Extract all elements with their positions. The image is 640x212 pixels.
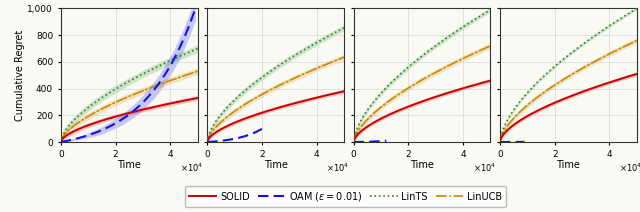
Y-axis label: Cumulative Regret: Cumulative Regret: [15, 30, 24, 121]
X-axis label: Time: Time: [556, 160, 580, 170]
Text: $\times10^4$: $\times10^4$: [473, 162, 496, 174]
Text: $\times10^4$: $\times10^4$: [619, 162, 640, 174]
X-axis label: Time: Time: [117, 160, 141, 170]
Text: $\times10^4$: $\times10^4$: [180, 162, 203, 174]
X-axis label: Time: Time: [410, 160, 434, 170]
Text: $\times10^4$: $\times10^4$: [326, 162, 349, 174]
Legend: SOLID, OAM ($\epsilon = 0.01$), LinTS, LinUCB: SOLID, OAM ($\epsilon = 0.01$), LinTS, L…: [186, 186, 506, 207]
X-axis label: Time: Time: [264, 160, 287, 170]
